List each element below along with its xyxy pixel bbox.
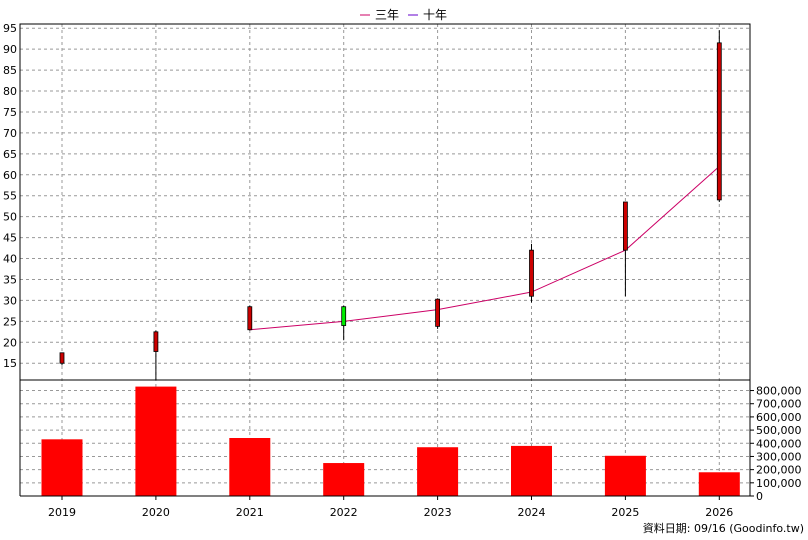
legend-label: 十年 (423, 8, 447, 22)
volume-tick-label: 400,000 (756, 437, 802, 450)
volume-tick-label: 300,000 (756, 450, 802, 463)
legend-label: 三年 (375, 8, 399, 22)
candle-body (247, 306, 253, 331)
candle-body (153, 331, 159, 352)
price-plot-area (20, 24, 750, 380)
volume-tick-label: 100,000 (756, 477, 802, 490)
volume-bar (135, 386, 177, 496)
legend-item: 三年 (360, 8, 399, 22)
price-tick-label: 20 (3, 336, 17, 349)
x-tick-label: 2023 (424, 506, 452, 519)
price-tick-label: 60 (3, 169, 17, 182)
three-year-line (249, 166, 720, 331)
x-tick-label: 2020 (142, 506, 170, 519)
legend-item: 十年 (408, 8, 447, 22)
price-tick-label: 95 (3, 22, 17, 35)
x-tick-label: 2019 (48, 506, 76, 519)
volume-panel: 0100,000200,000300,000400,000500,000600,… (19, 380, 802, 503)
candle (153, 330, 159, 380)
price-tick-label: 15 (3, 357, 17, 370)
volume-bar (604, 455, 646, 496)
candle-body (623, 201, 628, 251)
volume-bar (323, 463, 365, 496)
candle (59, 352, 65, 366)
x-tick-label: 2021 (236, 506, 264, 519)
volume-bar (41, 439, 83, 496)
price-tick-label: 85 (3, 64, 17, 77)
price-tick-label: 80 (3, 85, 17, 98)
price-tick-label: 30 (3, 294, 17, 307)
volume-tick-label: 200,000 (756, 464, 802, 477)
price-tick-label: 25 (3, 315, 17, 328)
candle (529, 243, 534, 303)
candle-body (716, 42, 722, 201)
price-tick-label: 65 (3, 148, 17, 161)
candle-body (59, 352, 65, 364)
volume-tick-label: 600,000 (756, 411, 802, 424)
price-tick-label: 90 (3, 43, 17, 56)
price-tick-label: 35 (3, 273, 17, 286)
candle (435, 298, 441, 329)
candle-body (341, 306, 347, 326)
candle-body (529, 249, 534, 297)
volume-bar (417, 447, 459, 496)
price-tick-label: 50 (3, 211, 17, 224)
x-tick-label: 2024 (518, 506, 546, 519)
x-tick-label: 2022 (330, 506, 358, 519)
price-tick-label: 55 (3, 190, 17, 203)
x-tick-label: 2026 (705, 506, 733, 519)
price-tick-label: 45 (3, 232, 17, 245)
source-footer: 資料日期: 09/16 (Goodinfo.tw) (643, 521, 804, 535)
candle (623, 201, 628, 297)
volume-tick-label: 0 (756, 490, 763, 503)
x-tick-label: 2025 (611, 506, 639, 519)
price-tick-label: 70 (3, 127, 17, 140)
price-frame (19, 23, 751, 381)
volume-tick-label: 500,000 (756, 424, 802, 437)
volume-bar (511, 445, 552, 496)
price-tick-label: 75 (3, 106, 17, 119)
price-panel: 15 20 25 30 35 40 45 50 55 60 65 70 75 80 85 90 95 (3, 22, 751, 496)
legend: 三年 十年 (360, 8, 447, 22)
x-axis: 2019 2020 2021 2022 2023 2024 2025 2026 (48, 496, 733, 519)
candle-body (435, 298, 441, 327)
candle (247, 305, 253, 331)
price-tick-label: 40 (3, 253, 17, 266)
candle (341, 305, 347, 341)
volume-bar (229, 438, 271, 496)
volume-tick-label: 800,000 (756, 385, 802, 398)
candle (716, 30, 722, 202)
volume-bar (698, 472, 740, 496)
volume-tick-label: 700,000 (756, 398, 802, 411)
